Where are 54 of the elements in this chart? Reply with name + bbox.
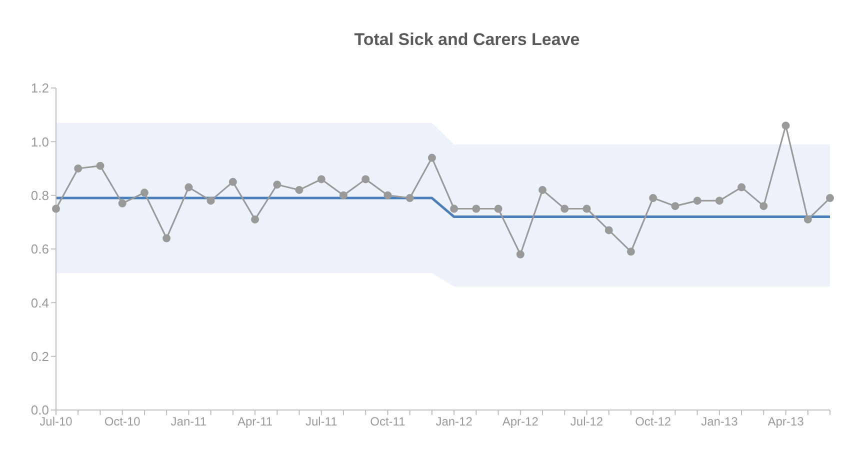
point [538, 186, 547, 194]
x-tick-label: Apr-11 [237, 414, 273, 429]
point [228, 178, 237, 186]
point [760, 202, 768, 210]
x-tick-label: Jul-11 [305, 414, 338, 429]
point [671, 202, 680, 210]
y-tick-label: 0.8 [30, 188, 49, 203]
point [715, 196, 724, 205]
point [251, 215, 260, 224]
point [494, 204, 502, 213]
y-tick-label: 0.2 [30, 348, 49, 364]
point [649, 194, 658, 202]
point [406, 194, 414, 202]
x-tick-label: Apr-13 [768, 414, 804, 429]
point [184, 183, 193, 192]
point [317, 175, 326, 184]
point [162, 234, 171, 242]
point [472, 204, 480, 213]
x-tick-label: Oct-12 [635, 414, 672, 429]
point [74, 164, 82, 172]
x-tick-label: Apr-12 [502, 414, 539, 429]
y-tick-label: 1.2 [30, 80, 49, 96]
point [118, 199, 126, 208]
point [428, 154, 436, 162]
point [560, 204, 569, 213]
point [273, 180, 282, 189]
point [693, 196, 702, 205]
point [804, 215, 812, 224]
x-tick-label: Jul-12 [570, 414, 604, 429]
x-tick-label: Oct-11 [370, 414, 406, 429]
x-tick-label: Jan-13 [701, 414, 738, 429]
point [604, 226, 613, 234]
x-tick-label: Jan-12 [436, 414, 473, 429]
point [140, 188, 148, 197]
point [52, 204, 60, 213]
point [96, 162, 104, 170]
point [738, 183, 746, 192]
y-tick-label: 0.4 [30, 295, 49, 310]
chart-title: Total Sick and Carers Leave [353, 29, 581, 51]
point [582, 204, 591, 213]
point [384, 191, 392, 200]
x-tick-label: Oct-10 [104, 414, 141, 429]
point [339, 191, 348, 200]
x-tick-label: Jan-11 [170, 414, 207, 429]
point [626, 248, 635, 256]
y-tick-label: 1.0 [30, 134, 49, 150]
point [516, 250, 524, 258]
point [450, 204, 458, 213]
point [826, 194, 834, 202]
point [295, 186, 304, 194]
point [206, 196, 215, 205]
point [362, 175, 370, 184]
y-tick-label: 0.6 [30, 242, 49, 257]
point [782, 122, 790, 130]
